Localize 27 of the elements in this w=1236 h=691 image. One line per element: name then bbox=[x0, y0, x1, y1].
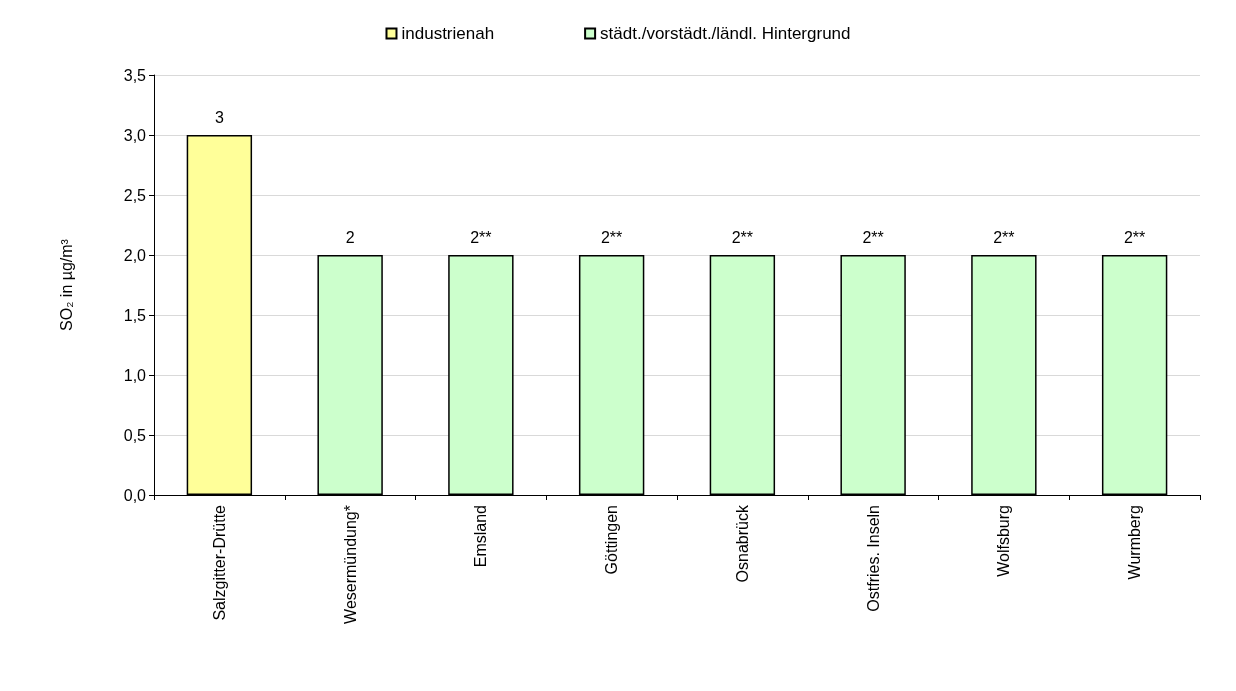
x-tick-label: Wolfsburg bbox=[995, 505, 1013, 577]
data-label: 2** bbox=[862, 228, 884, 246]
y-tick-label: 3,5 bbox=[123, 66, 147, 84]
y-tick-label: 3,0 bbox=[123, 126, 147, 144]
legend-label: städt./vorstädt./ländl. Hintergrund bbox=[600, 24, 851, 43]
x-tick-label: Salzgitter-Drütte bbox=[210, 504, 228, 621]
data-label: 2** bbox=[1123, 228, 1146, 246]
data-label: 2** bbox=[993, 228, 1015, 246]
x-tick-label: Ostfries. Inseln bbox=[864, 505, 882, 612]
data-label: 2** bbox=[470, 228, 492, 246]
y-tick-label: 1,5 bbox=[123, 306, 147, 324]
legend-label: industrienah bbox=[401, 24, 495, 43]
y-tick-label: 2,0 bbox=[123, 246, 147, 264]
y-tick-label: 0,5 bbox=[123, 426, 147, 444]
x-tick-label: Emsland bbox=[472, 505, 490, 568]
x-tick-label: Göttingen bbox=[603, 505, 621, 575]
data-label: 2 bbox=[345, 228, 355, 246]
y-tick-label: 2,5 bbox=[123, 186, 147, 204]
data-label: 3 bbox=[214, 108, 224, 126]
y-axis-title: SO₂ in µg/m³ bbox=[57, 238, 75, 331]
y-tick-label: 0,0 bbox=[123, 486, 147, 504]
x-tick-label: Wesermündung* bbox=[341, 505, 359, 624]
data-label: 2** bbox=[731, 228, 754, 246]
x-tick-label: Osnabrück bbox=[733, 504, 751, 583]
x-tick-label: Wurmberg bbox=[1126, 505, 1144, 580]
y-tick-label: 1,0 bbox=[123, 366, 147, 384]
data-label: 2** bbox=[600, 228, 623, 246]
